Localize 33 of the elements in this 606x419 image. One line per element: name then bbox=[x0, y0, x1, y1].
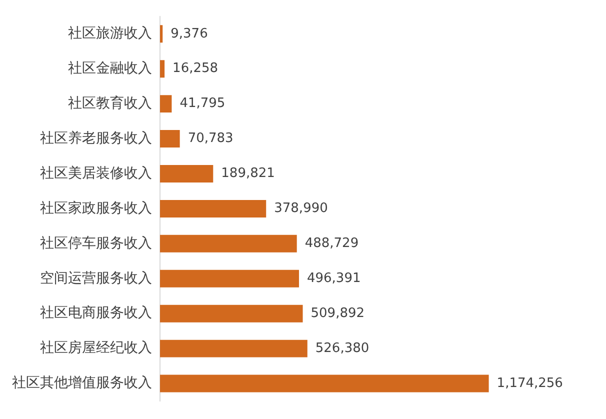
y-tick-label: 社区旅游收入 bbox=[68, 26, 152, 42]
bar bbox=[160, 164, 214, 182]
bar bbox=[160, 130, 180, 148]
data-label: 378,990 bbox=[274, 201, 328, 216]
y-tick-label: 社区教育收入 bbox=[68, 94, 152, 112]
data-label: 1,174,256 bbox=[496, 376, 563, 391]
y-tick-label: 社区养老服务收入 bbox=[40, 130, 152, 146]
bar bbox=[160, 95, 172, 113]
y-tick-label: 社区美居装修收入 bbox=[40, 165, 152, 182]
y-tick-label: 社区其他增值服务收入 bbox=[12, 375, 152, 392]
bar bbox=[160, 60, 165, 78]
bar bbox=[160, 270, 299, 288]
data-label: 488,729 bbox=[304, 236, 359, 252]
data-label: 41,795 bbox=[180, 96, 226, 112]
bar bbox=[160, 25, 163, 43]
data-label: 496,391 bbox=[306, 271, 361, 286]
data-label: 189,821 bbox=[221, 166, 275, 182]
y-tick-label: 社区金融收入 bbox=[68, 60, 152, 76]
data-label: 509,892 bbox=[310, 306, 365, 321]
data-label: 9,376 bbox=[170, 26, 208, 42]
data-label: 526,380 bbox=[315, 340, 370, 356]
data-label: 70,783 bbox=[188, 131, 234, 146]
y-tick-label: 空间运营服务收入 bbox=[40, 270, 152, 286]
bar bbox=[160, 304, 303, 322]
y-tick-label: 社区停车服务收入 bbox=[40, 235, 152, 252]
y-tick-label: 社区家政服务收入 bbox=[40, 200, 152, 216]
data-label: 16,258 bbox=[172, 61, 218, 76]
bar bbox=[160, 200, 266, 218]
bar bbox=[160, 340, 308, 358]
bar bbox=[160, 234, 297, 252]
bar bbox=[160, 374, 489, 392]
y-tick-label: 社区房屋经纪收入 bbox=[40, 340, 152, 356]
y-tick-label: 社区电商服务收入 bbox=[40, 305, 152, 322]
